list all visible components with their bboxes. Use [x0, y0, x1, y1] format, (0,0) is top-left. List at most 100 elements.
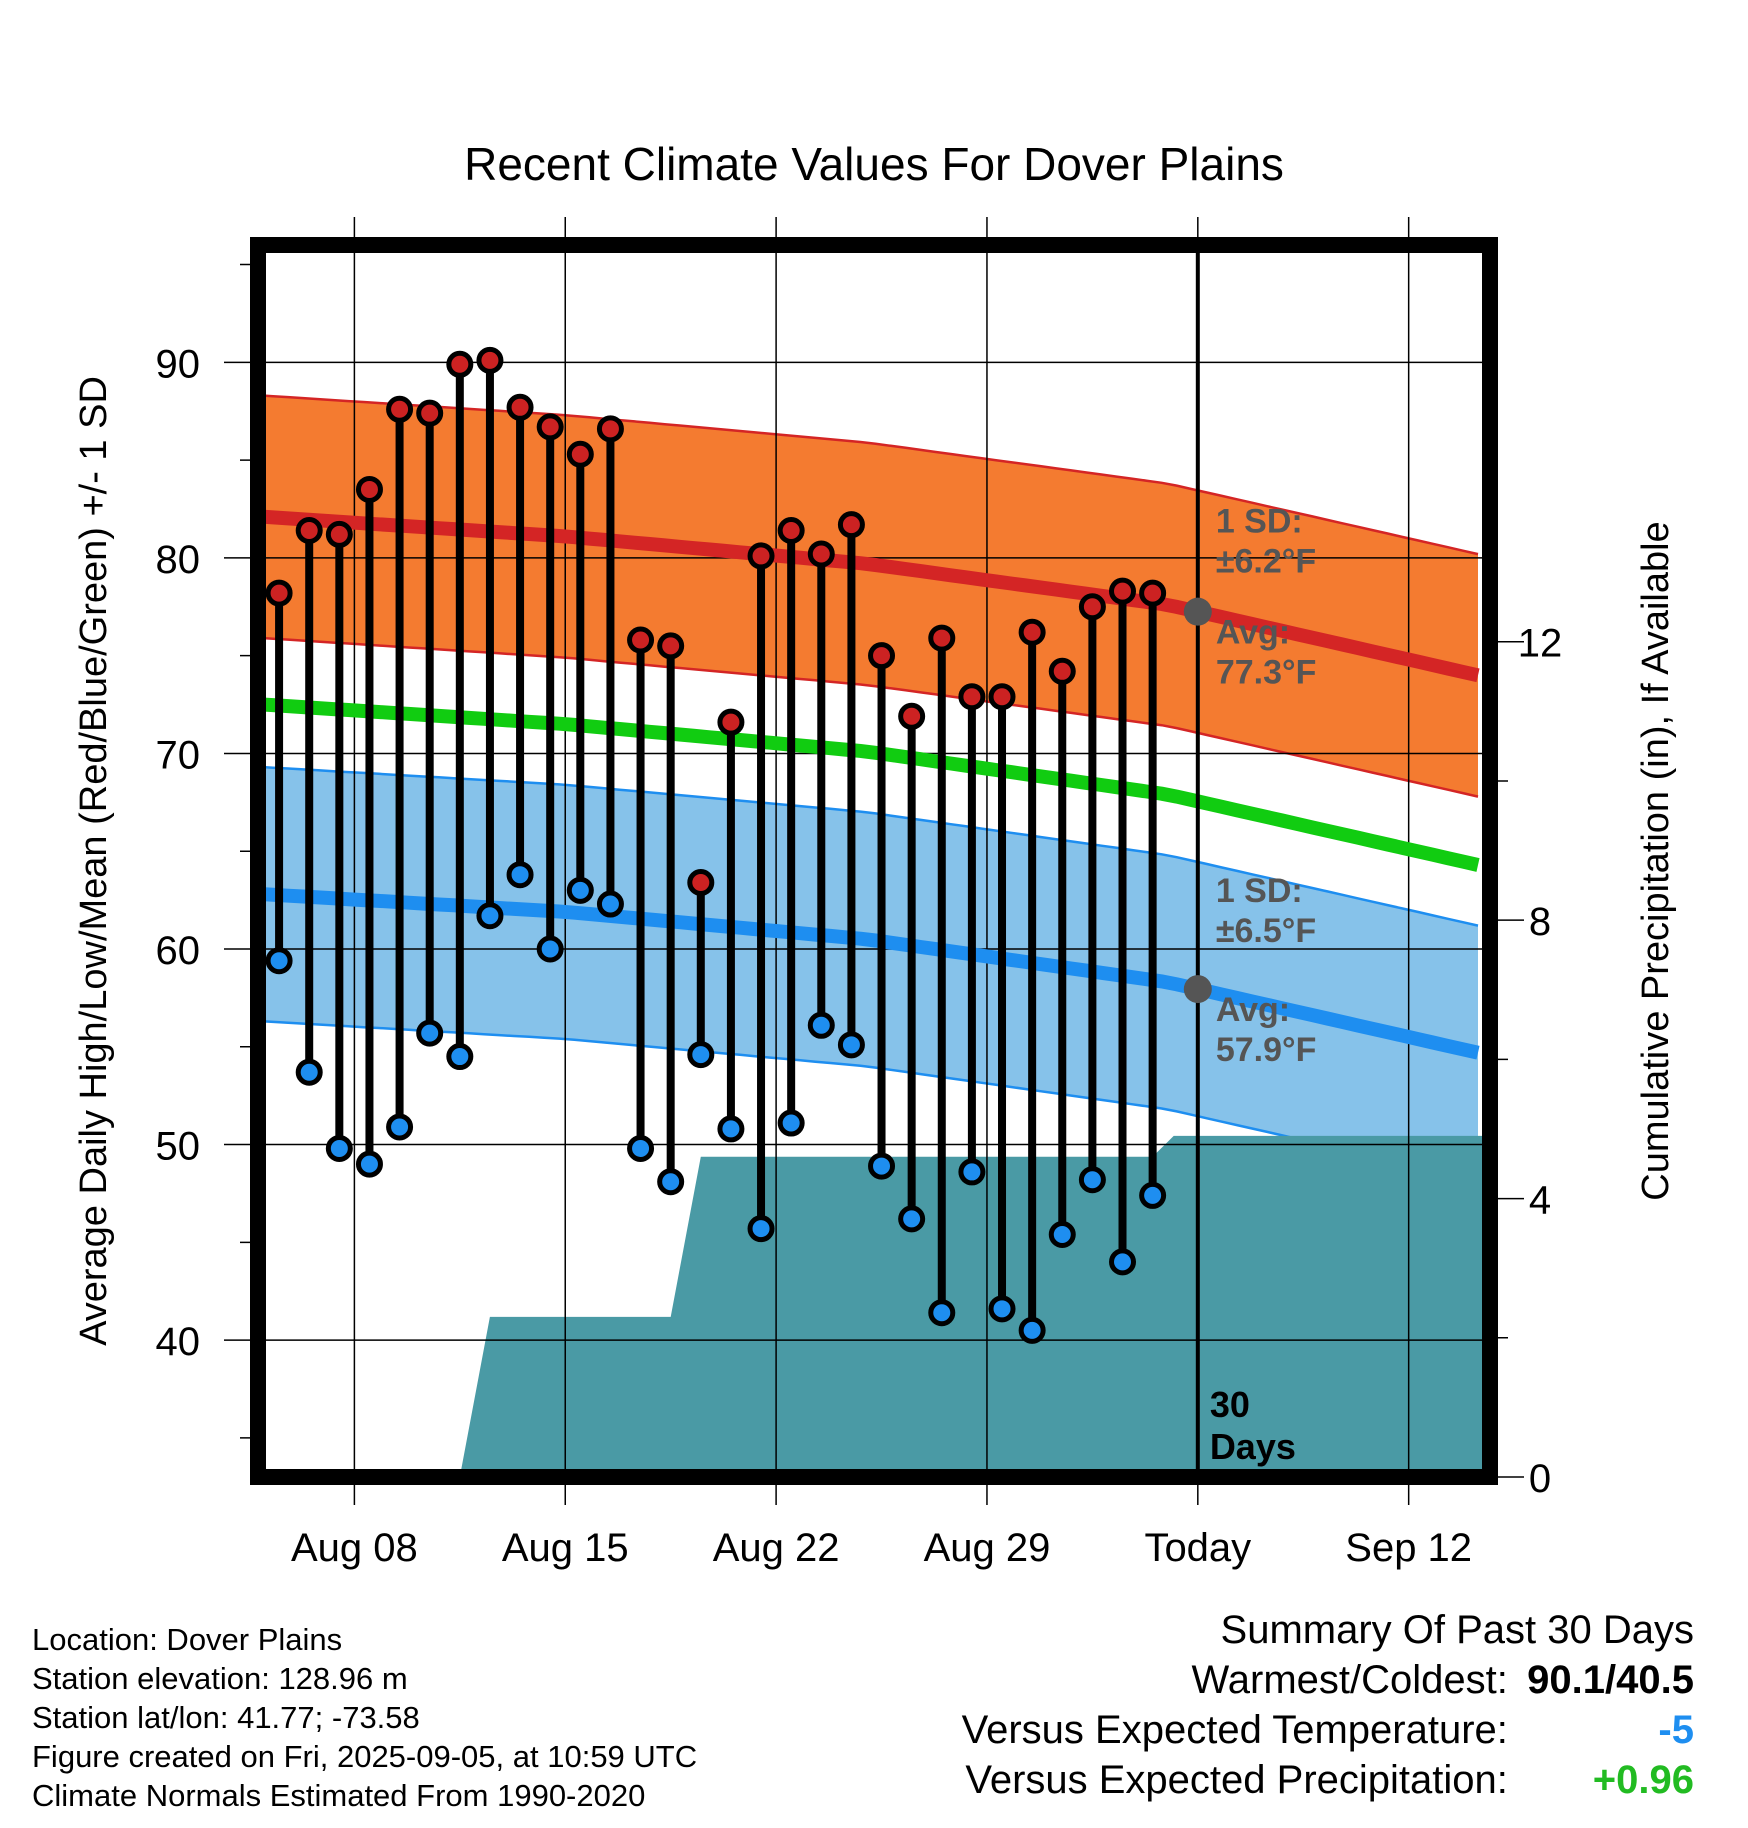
daily-high-point [1018, 618, 1046, 646]
daily-high-point [958, 683, 986, 711]
daily-low-point [988, 1295, 1016, 1323]
daily-high-point [566, 440, 594, 468]
daily-high-point [657, 632, 685, 660]
daily-high-point [988, 683, 1016, 711]
daily-low-point [1139, 1181, 1167, 1209]
high-avg-label: Avg: [1216, 614, 1290, 652]
y-left-tick-label: 90 [156, 342, 201, 386]
location-text: Location: Dover Plains [32, 1622, 343, 1657]
daily-high-point [295, 517, 323, 545]
daily-low-point [386, 1113, 414, 1141]
daily-high-point [1139, 579, 1167, 607]
daily-low-point [1109, 1248, 1137, 1276]
high-sd-value: ±6.2°F [1216, 542, 1316, 580]
daily-high-point [868, 642, 896, 670]
daily-low-point [687, 1041, 715, 1069]
daily-high-point [717, 708, 745, 736]
daily-low-point [355, 1150, 383, 1178]
daily-high-point [807, 540, 835, 568]
daily-low-point [717, 1115, 745, 1143]
precip-vs-expected-row: Versus Expected Precipitation: +0.96 [962, 1755, 1694, 1805]
y-right-tick-label: 8 [1529, 900, 1551, 944]
low-sd-label: 1 SD: [1216, 872, 1303, 910]
temp-vs-expected-value: -5 [1658, 1708, 1694, 1752]
daily-high-point [898, 702, 926, 730]
daily-low-point [837, 1031, 865, 1059]
x-tick-label: Aug 08 [291, 1526, 418, 1570]
chart-title: Recent Climate Values For Dover Plains [464, 138, 1284, 190]
daily-high-point [1078, 593, 1106, 621]
daily-low-point [1018, 1316, 1046, 1344]
daily-high-point [596, 415, 624, 443]
y-left-axis-label: Average Daily High/Low/Mean (Red/Blue/Gr… [73, 376, 115, 1346]
precip-vs-expected-value: +0.96 [1592, 1758, 1694, 1802]
today-low-avg-point [1183, 975, 1212, 1004]
daily-low-point [1078, 1166, 1106, 1194]
daily-high-point [476, 346, 504, 374]
cumulative-precip-area [258, 1135, 1490, 1477]
daily-high-point [627, 626, 655, 654]
summary-title: Summary Of Past 30 Days [1220, 1608, 1694, 1652]
daily-low-point [1048, 1221, 1076, 1249]
high-sd-label: 1 SD: [1216, 502, 1303, 540]
warmest-coldest-label: Warmest/Coldest: [1191, 1658, 1508, 1702]
daily-high-point [446, 350, 474, 378]
daily-low-point [747, 1215, 775, 1243]
warmest-coldest-row: Warmest/Coldest: 90.1/40.5 [962, 1655, 1695, 1705]
y-left-tick-label: 50 [156, 1125, 201, 1169]
x-tick-label: Sep 12 [1345, 1526, 1472, 1570]
y-right-axis-label: Cumulative Precipitation (in), If Availa… [1635, 521, 1677, 1200]
daily-high-point [837, 511, 865, 539]
today-high-avg-point [1183, 597, 1212, 626]
elevation-text: Station elevation: 128.96 m [32, 1661, 408, 1696]
daily-low-point [928, 1299, 956, 1327]
daily-low-point [868, 1152, 896, 1180]
daily-high-point [386, 395, 414, 423]
daily-low-point [566, 876, 594, 904]
daily-low-point [777, 1109, 805, 1137]
daily-high-point [536, 413, 564, 441]
today-days-label-2: Days [1210, 1426, 1296, 1467]
daily-high-point [1109, 577, 1137, 605]
daily-low-point [265, 947, 293, 975]
created-text: Figure created on Fri, 2025-09-05, at 10… [32, 1739, 698, 1774]
y-left-tick-label: 40 [156, 1320, 201, 1364]
daily-low-point [807, 1011, 835, 1039]
daily-high-point [928, 624, 956, 652]
temp-vs-expected-label: Versus Expected Temperature: [961, 1708, 1508, 1752]
warmest-coldest-value: 90.1/40.5 [1527, 1658, 1694, 1702]
daily-high-point [777, 517, 805, 545]
daily-low-point [958, 1158, 986, 1186]
temp-vs-expected-row: Versus Expected Temperature: -5 [962, 1705, 1694, 1755]
low-sd-band [258, 766, 1478, 1180]
latlon-text: Station lat/lon: 41.77; -73.58 [32, 1700, 420, 1735]
y-right-tick-label: 4 [1529, 1179, 1551, 1223]
daily-low-point [416, 1019, 444, 1047]
x-tick-label: Aug 22 [713, 1526, 840, 1570]
daily-low-point [657, 1168, 685, 1196]
y-right-tick-label: 12 [1518, 622, 1563, 666]
daily-high-point [687, 869, 715, 897]
station-metadata: Location: Dover Plains Station elevation… [32, 1620, 697, 1815]
daily-high-point [325, 520, 353, 548]
daily-low-point [898, 1205, 926, 1233]
x-tick-label: Aug 15 [502, 1526, 629, 1570]
low-avg-value: 57.9°F [1216, 1031, 1317, 1069]
daily-low-point [295, 1058, 323, 1086]
low-avg-label: Avg: [1216, 991, 1290, 1029]
daily-high-point [506, 393, 534, 421]
low-sd-value: ±6.5°F [1216, 912, 1316, 950]
high-sd-band [258, 395, 1478, 797]
daily-low-point [536, 935, 564, 963]
daily-high-point [355, 475, 383, 503]
daily-low-point [596, 890, 624, 918]
precip-vs-expected-label: Versus Expected Precipitation: [965, 1758, 1508, 1802]
daily-low-point [506, 861, 534, 889]
y-left-tick-label: 60 [156, 929, 201, 973]
x-tick-label: Today [1144, 1526, 1251, 1570]
daily-low-point [325, 1134, 353, 1162]
summary-panel: Summary Of Past 30 Days Warmest/Coldest:… [962, 1605, 1694, 1805]
daily-high-point [416, 399, 444, 427]
y-left-tick-label: 80 [156, 538, 201, 582]
daily-low-point [476, 902, 504, 930]
